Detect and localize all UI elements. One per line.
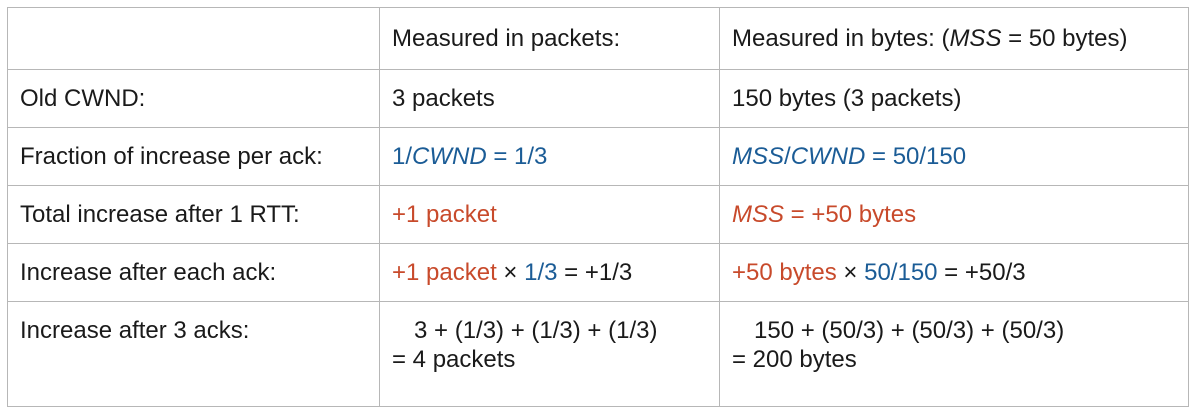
- bytes-cwnd-term: CWND: [790, 143, 866, 170]
- packets-cell: +1 packet: [379, 185, 720, 244]
- packets-fraction-suffix: = 1/3: [486, 143, 548, 170]
- bytes-cell: 150 + (50/3) + (50/3) + (50/3) = 200 byte…: [719, 301, 1189, 407]
- bytes-increase-suffix: = +50 bytes: [784, 201, 917, 228]
- packets-total-line: = 4 packets: [392, 346, 516, 373]
- packets-increase-term: +1 packet: [392, 259, 497, 286]
- row-label: Increase after 3 acks:: [7, 301, 380, 407]
- header-bytes-prefix: Measured in bytes: (: [732, 25, 950, 52]
- table-header-row: Measured in packets: Measured in bytes: …: [7, 7, 1189, 70]
- bytes-result: = +50/3: [937, 259, 1026, 286]
- table-row: Fraction of increase per ack: 1/CWND = 1…: [7, 127, 1189, 186]
- bytes-fraction-term: 50/150: [864, 259, 938, 286]
- packets-cell: +1 packet × 1/3 = +1/3: [379, 243, 720, 302]
- bytes-cell: MSS/CWND = 50/150: [719, 127, 1189, 186]
- packets-cwnd-term: CWND: [412, 143, 487, 170]
- bytes-slash: /: [784, 143, 791, 170]
- header-bytes-suffix: = 50 bytes): [1001, 25, 1128, 52]
- packets-fraction-prefix: 1/: [392, 143, 413, 170]
- bytes-cell: +50 bytes × 50/150 = +50/3: [719, 243, 1189, 302]
- bytes-total-line: = 200 bytes: [732, 346, 857, 373]
- table-row: Increase after 3 acks: 3 + (1/3) + (1/3)…: [7, 301, 1189, 407]
- header-cell-packets: Measured in packets:: [379, 7, 720, 70]
- packets-cell: 3 + (1/3) + (1/3) + (1/3) = 4 packets: [379, 301, 720, 407]
- bytes-increase-term: +50 bytes: [732, 259, 837, 286]
- row-label: Old CWND:: [7, 69, 380, 128]
- table-row: Old CWND: 3 packets 150 bytes (3 packets…: [7, 69, 1189, 128]
- bytes-mss-term: MSS: [732, 143, 785, 170]
- packets-cell: 1/CWND = 1/3: [379, 127, 720, 186]
- bytes-times-sign: ×: [836, 259, 865, 286]
- packets-times-sign: ×: [496, 259, 525, 286]
- bytes-sum-line: 150 + (50/3) + (50/3) + (50/3): [754, 317, 1065, 344]
- bytes-cell: 150 bytes (3 packets): [719, 69, 1189, 128]
- packets-sum-line: 3 + (1/3) + (1/3) + (1/3): [414, 317, 658, 344]
- row-label: Increase after each ack:: [7, 243, 380, 302]
- bytes-cell: MSS = +50 bytes: [719, 185, 1189, 244]
- packets-cell: 3 packets: [379, 69, 720, 128]
- header-cell-bytes: Measured in bytes: (MSS = 50 bytes): [719, 7, 1189, 70]
- bytes-fraction-suffix: = 50/150: [865, 143, 967, 170]
- packets-fraction-term: 1/3: [524, 259, 558, 286]
- bytes-mss-term: MSS: [732, 201, 785, 228]
- table-row: Increase after each ack: +1 packet × 1/3…: [7, 243, 1189, 302]
- header-bytes-mss: MSS: [949, 25, 1002, 52]
- row-label: Fraction of increase per ack:: [7, 127, 380, 186]
- cwnd-increase-table: Measured in packets: Measured in bytes: …: [7, 7, 1189, 407]
- packets-result: = +1/3: [557, 259, 633, 286]
- table-row: Total increase after 1 RTT: +1 packet MS…: [7, 185, 1189, 244]
- row-label: Total increase after 1 RTT:: [7, 185, 380, 244]
- header-cell-empty: [7, 7, 380, 70]
